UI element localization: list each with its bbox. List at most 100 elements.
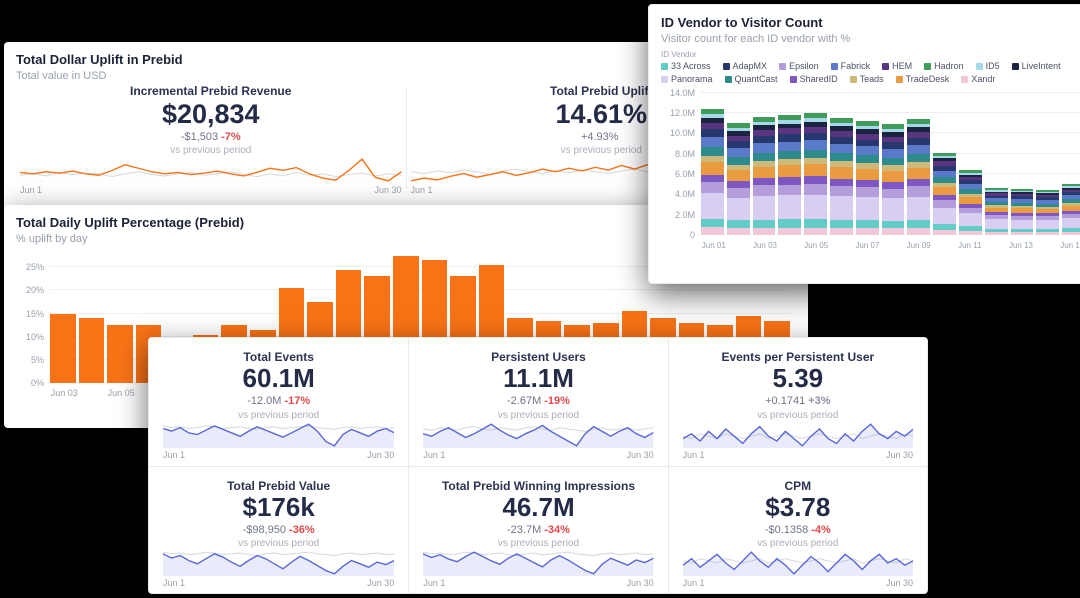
stack-segment[interactable] <box>1036 193 1060 196</box>
stack-segment[interactable] <box>829 153 853 162</box>
stacked-bar[interactable] <box>1062 93 1080 235</box>
legend-item[interactable]: QuantCast <box>724 74 778 85</box>
stack-segment[interactable] <box>855 155 879 164</box>
stack-segment[interactable] <box>752 219 776 228</box>
stack-segment[interactable] <box>829 227 853 235</box>
stack-segment[interactable] <box>752 136 776 144</box>
stack-segment[interactable] <box>1036 232 1060 235</box>
stack-segment[interactable] <box>907 137 931 145</box>
stacked-bar[interactable] <box>804 93 827 235</box>
stack-segment[interactable] <box>855 129 879 134</box>
stack-segment[interactable] <box>984 195 1008 199</box>
stack-segment[interactable] <box>829 196 853 220</box>
stack-segment[interactable] <box>855 121 879 126</box>
stack-segment[interactable] <box>907 219 931 228</box>
stack-segment[interactable] <box>778 159 802 166</box>
stack-segment[interactable] <box>855 228 879 235</box>
stack-segment[interactable] <box>1010 188 1034 191</box>
stack-segment[interactable] <box>726 164 750 171</box>
stacked-bar[interactable] <box>1036 93 1060 235</box>
stack-segment[interactable] <box>958 184 982 190</box>
stack-segment[interactable] <box>1062 205 1080 211</box>
stack-segment[interactable] <box>778 184 802 196</box>
stack-segment[interactable] <box>1062 184 1080 187</box>
stack-segment[interactable] <box>701 193 724 219</box>
stack-segment[interactable] <box>701 146 724 156</box>
stack-segment[interactable] <box>701 114 724 118</box>
stack-segment[interactable] <box>907 179 931 187</box>
stack-segment[interactable] <box>701 129 724 137</box>
legend-item[interactable]: Fabrick <box>830 61 870 72</box>
stack-segment[interactable] <box>881 165 905 171</box>
stack-segment[interactable] <box>726 228 750 235</box>
stack-segment[interactable] <box>752 130 776 136</box>
stack-segment[interactable] <box>1036 203 1060 207</box>
stack-segment[interactable] <box>804 139 827 150</box>
stack-segment[interactable] <box>984 215 1008 220</box>
stack-segment[interactable] <box>752 121 776 126</box>
stack-segment[interactable] <box>701 123 724 130</box>
stack-segment[interactable] <box>1062 199 1080 203</box>
stack-segment[interactable] <box>958 231 982 235</box>
legend-item[interactable]: LiveIntent <box>1011 61 1061 72</box>
stack-segment[interactable] <box>701 117 724 124</box>
stack-segment[interactable] <box>1010 219 1034 229</box>
stack-segment[interactable] <box>804 121 827 127</box>
stack-segment[interactable] <box>1036 220 1060 230</box>
stack-segment[interactable] <box>881 136 905 143</box>
stack-segment[interactable] <box>933 224 956 230</box>
stacked-bar[interactable] <box>958 93 982 235</box>
stack-segment[interactable] <box>881 170 905 182</box>
stack-segment[interactable] <box>907 227 931 235</box>
stack-segment[interactable] <box>1036 206 1060 210</box>
stack-segment[interactable] <box>778 128 802 135</box>
stack-segment[interactable] <box>984 190 1008 192</box>
stack-segment[interactable] <box>778 165 802 178</box>
stack-segment[interactable] <box>1010 202 1034 206</box>
stack-segment[interactable] <box>752 227 776 235</box>
stack-segment[interactable] <box>752 160 776 167</box>
stack-segment[interactable] <box>1062 231 1080 235</box>
stack-segment[interactable] <box>881 181 905 189</box>
legend-item[interactable]: ID5 <box>975 61 1000 72</box>
stack-segment[interactable] <box>1062 187 1080 190</box>
stack-segment[interactable] <box>1010 205 1034 209</box>
stack-segment[interactable] <box>958 197 982 204</box>
stack-segment[interactable] <box>829 126 853 131</box>
stack-segment[interactable] <box>1010 190 1034 193</box>
stack-segment[interactable] <box>804 176 827 184</box>
stack-segment[interactable] <box>701 218 724 228</box>
stack-segment[interactable] <box>1062 189 1080 193</box>
stack-segment[interactable] <box>701 109 724 115</box>
stack-segment[interactable] <box>958 180 982 185</box>
stack-segment[interactable] <box>855 220 879 229</box>
stack-segment[interactable] <box>778 195 802 220</box>
stack-segment[interactable] <box>1036 200 1060 204</box>
stack-segment[interactable] <box>1036 229 1060 233</box>
stack-segment[interactable] <box>958 213 982 227</box>
stack-segment[interactable] <box>984 219 1008 229</box>
stack-segment[interactable] <box>907 162 931 168</box>
stack-segment[interactable] <box>726 188 750 199</box>
stack-segment[interactable] <box>1062 210 1080 214</box>
stacked-bar[interactable] <box>726 93 750 235</box>
stack-segment[interactable] <box>958 177 982 181</box>
stacked-bar[interactable] <box>984 93 1008 235</box>
stack-segment[interactable] <box>958 194 982 198</box>
stack-segment[interactable] <box>1010 212 1034 216</box>
bar[interactable] <box>78 318 105 384</box>
stack-segment[interactable] <box>933 155 956 159</box>
stack-segment[interactable] <box>778 115 802 121</box>
stack-segment[interactable] <box>984 205 1008 208</box>
stack-segment[interactable] <box>933 195 956 201</box>
stack-segment[interactable] <box>829 161 853 168</box>
stacked-bar[interactable] <box>1010 93 1034 235</box>
stack-segment[interactable] <box>855 139 879 147</box>
stack-segment[interactable] <box>881 198 905 221</box>
stack-segment[interactable] <box>804 227 827 235</box>
stack-segment[interactable] <box>855 125 879 130</box>
stack-segment[interactable] <box>804 113 827 119</box>
stack-segment[interactable] <box>804 118 827 122</box>
stack-segment[interactable] <box>907 186 931 197</box>
id-vendor-stacked-chart[interactable]: 0 2.0M 4.0M 6.0M 8.0M 10.0M 12.0M 14.0M Jun 01 Ju… <box>661 88 1080 251</box>
